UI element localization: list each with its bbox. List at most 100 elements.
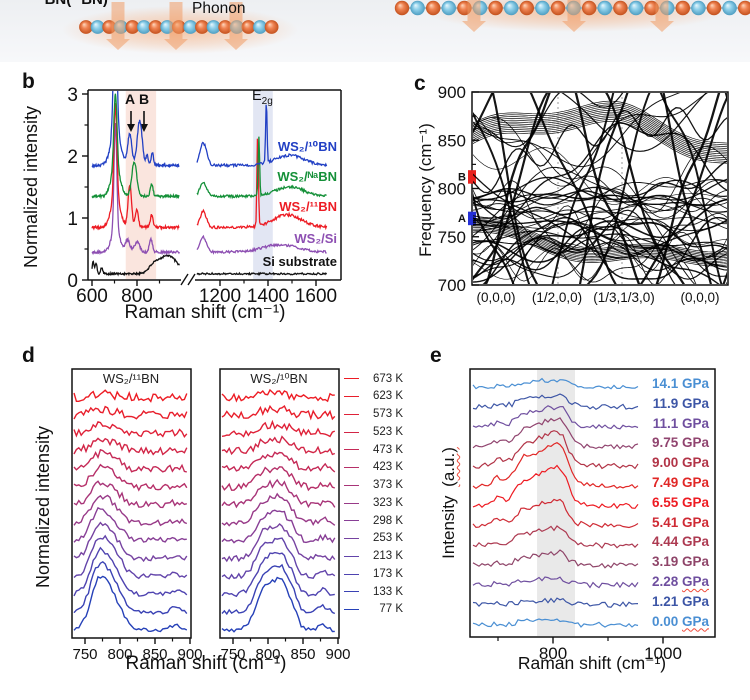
spectrum-line	[196, 104, 328, 169]
svg-text:750: 750	[72, 646, 97, 663]
legend-label: 673 K	[372, 372, 403, 385]
svg-text:1200: 1200	[199, 286, 241, 307]
legend-entry: 323 K	[344, 494, 403, 512]
temperature-curve	[73, 437, 188, 456]
svg-text:(1/2,0,0): (1/2,0,0)	[532, 290, 582, 305]
boron-atom	[218, 20, 233, 34]
highlight-band	[253, 91, 273, 279]
temperature-curve	[73, 463, 188, 492]
pressure-label-8: 4.44 GPa	[631, 534, 709, 550]
legend-line-swatch	[344, 555, 359, 557]
nitrogen-atom	[183, 20, 198, 34]
panel-c-ylabel: Frequency (cm⁻¹)	[416, 123, 435, 257]
svg-text:800: 800	[107, 646, 132, 663]
series-label-1: WS₂/ᴺᵃBN	[277, 169, 337, 184]
annotation-arrow-icon	[140, 124, 148, 132]
spectrum-line	[196, 138, 328, 231]
svg-text:850: 850	[142, 646, 167, 663]
svg-text:850: 850	[290, 646, 315, 663]
temperature-curve	[221, 435, 336, 456]
legend-label: 573 K	[372, 408, 403, 421]
legend-label: 423 K	[372, 461, 403, 474]
legend-entry: 623 K	[344, 388, 403, 406]
boron-atom	[79, 20, 93, 34]
pressure-label-7: 5.41 GPa	[631, 515, 709, 531]
pressure-label-9: 3.19 GPa	[631, 554, 709, 570]
temperature-curve	[221, 509, 336, 544]
nitrogen-atom	[441, 0, 456, 16]
panel-d-curves-1	[221, 388, 336, 633]
svg-text:A: A	[458, 213, 466, 225]
svg-text:(0,0,0): (0,0,0)	[680, 290, 719, 305]
temperature-curve	[221, 492, 336, 527]
svg-text:1: 1	[67, 209, 78, 230]
pressure-curve	[472, 549, 639, 569]
temperature-curve	[221, 478, 336, 509]
pressure-curve	[472, 393, 639, 411]
legend-label: 213 K	[372, 550, 403, 563]
temperature-curve	[73, 389, 188, 403]
legend-entry: 423 K	[344, 459, 403, 477]
boron-atom	[706, 0, 722, 16]
legend-entry: 298 K	[344, 512, 403, 530]
legend-line-swatch	[344, 502, 359, 504]
boron-atom	[148, 20, 163, 34]
pressure-unit: GPa	[681, 475, 709, 490]
svg-text:(1/3,1/3,0): (1/3,1/3,0)	[593, 290, 655, 305]
panel-d-xlabel: Raman shift (cm⁻¹)	[125, 653, 287, 674]
pressure-curve	[472, 377, 639, 390]
boron-atom	[644, 0, 659, 16]
boron-atom	[241, 20, 256, 34]
pressure-label-10: 2.28 GPa	[631, 574, 709, 590]
temperature-curve	[73, 448, 187, 473]
pressure-curve	[472, 525, 639, 549]
temperature-curve	[73, 546, 188, 597]
panel-letter-e: e	[430, 344, 442, 367]
series-label-0: WS₂/¹⁰BN	[277, 139, 337, 154]
legend-line-swatch	[344, 538, 359, 540]
nitrogen-atom	[535, 0, 550, 16]
boron-atom	[426, 0, 441, 16]
pressure-value: 1.21	[651, 593, 682, 609]
legend-label: 373 K	[372, 479, 403, 492]
boron-atom	[738, 0, 750, 16]
nitrogen-atom	[410, 0, 425, 16]
legend-label: 298 K	[372, 514, 403, 527]
pressure-label-4: 9.00 GPa	[631, 455, 709, 471]
legend-label: 473 K	[372, 443, 403, 456]
panel-b-ylabel: Normalized intensity	[21, 105, 41, 269]
panel-d-ylabel: Normalized intensity	[33, 425, 53, 589]
legend-entry: 77 K	[344, 601, 403, 619]
boron-atom	[519, 0, 534, 16]
legend-line-swatch	[344, 573, 359, 575]
e2g-main: E	[252, 88, 262, 104]
nitrogen-atom	[206, 20, 221, 34]
spectrum-line	[196, 271, 328, 276]
temperature-curve	[221, 563, 336, 616]
legend-entry: 133 K	[344, 583, 403, 601]
series-label-4: Si substrate	[262, 254, 337, 269]
pressure-value: 9.00	[651, 455, 682, 471]
legend-label: 323 K	[372, 496, 403, 509]
legend-label: 253 K	[372, 532, 403, 545]
pressure-value: 4.44	[651, 534, 682, 550]
temperature-curve	[221, 537, 336, 580]
temperature-legend: 673 K 623 K 573 K 523 K 473 K 423 K 373 K 323 K…	[344, 370, 403, 619]
pressure-unit: GPa	[681, 574, 709, 589]
peak-a-annotation: A	[125, 91, 136, 107]
svg-text:1400: 1400	[247, 286, 289, 307]
legend-line-swatch	[344, 413, 359, 415]
boron-atom	[125, 20, 140, 34]
legend-line-swatch	[344, 431, 359, 433]
svg-text:800: 800	[255, 646, 280, 663]
pressure-unit: GPa	[681, 435, 709, 451]
nitrogen-atom	[597, 0, 612, 16]
temperature-curve	[73, 521, 188, 563]
marker-B	[468, 170, 476, 184]
spectrum-line	[196, 234, 327, 255]
temperature-curve	[221, 576, 335, 633]
panel-b-spectra	[91, 91, 328, 277]
svg-text:1600: 1600	[295, 286, 337, 307]
svg-text:750: 750	[220, 646, 245, 663]
